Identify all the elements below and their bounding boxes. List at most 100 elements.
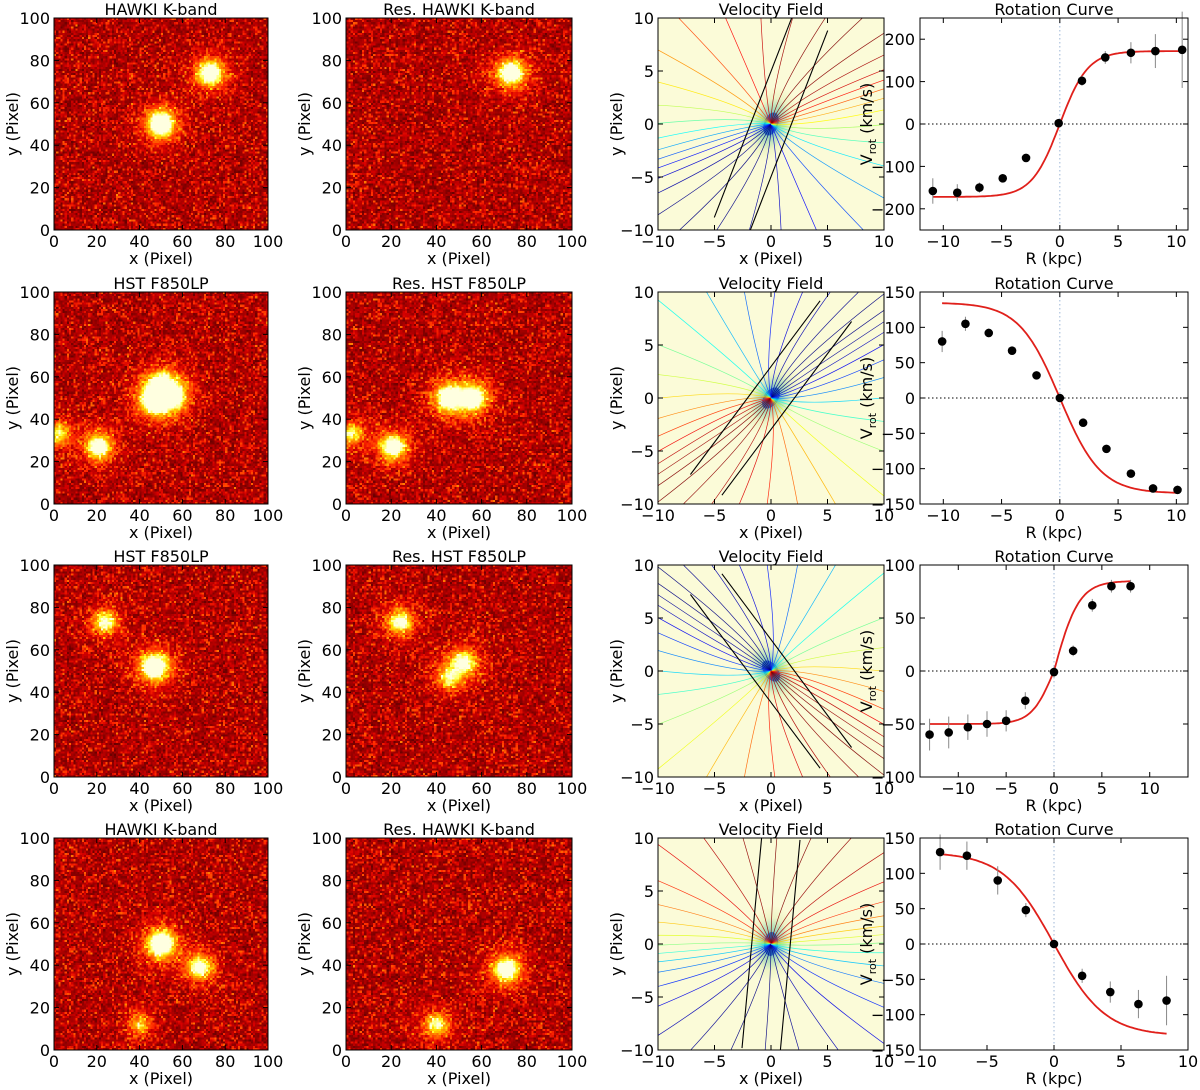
data-point — [1049, 939, 1059, 949]
x-tick-label: 0 — [1049, 779, 1059, 798]
y-tick-label: −50 — [881, 715, 915, 734]
y-tick-label: 5 — [644, 336, 654, 355]
iso-velocity-contour — [770, 881, 884, 945]
iso-velocity-contour — [658, 632, 772, 672]
x-tick-label: 0 — [766, 232, 776, 251]
x-tick-label: 10 — [874, 506, 894, 525]
iso-velocity-contour — [768, 670, 776, 777]
iso-velocity-contour — [658, 670, 772, 770]
x-tick-label: 0 — [49, 232, 59, 251]
x-tick-label: −10 — [641, 1052, 675, 1071]
iso-velocity-contour — [658, 566, 772, 672]
iso-velocity-contour — [770, 943, 800, 1050]
x-tick-label: 80 — [517, 1052, 537, 1071]
y-tick-label: 50 — [895, 609, 915, 628]
y-axis-label: Vrot (km/s) — [857, 903, 879, 985]
iso-velocity-contour — [770, 331, 884, 399]
iso-velocity-contour — [770, 943, 884, 1044]
y-axis-label: y (Pixel) — [295, 912, 314, 976]
axes-frame — [345, 17, 573, 231]
iso-velocity-contour — [658, 123, 772, 216]
y-axis-label: y (Pixel) — [295, 639, 314, 703]
y-tick-label: −10 — [620, 1041, 654, 1060]
x-tick-label: 80 — [215, 779, 235, 798]
iso-velocity-contour — [658, 582, 772, 672]
data-point — [1049, 667, 1059, 677]
iso-velocity-contour — [770, 838, 812, 945]
iso-velocity-contour — [770, 670, 884, 760]
y-tick-label: 80 — [322, 51, 342, 70]
x-tick-label: 10 — [874, 1052, 894, 1071]
panel-2-velocity: −10 −5 0 5 10 −10 −5 0 5 10 — [620, 9, 894, 251]
iso-velocity-contour — [678, 18, 772, 125]
x-tick-label: 0 — [1055, 506, 1065, 525]
x-tick-label: 60 — [471, 232, 491, 251]
y-tick-label: −50 — [881, 970, 915, 989]
x-tick-label: −5 — [703, 1052, 727, 1071]
panel-title: HAWKI K-band — [104, 820, 217, 839]
y-tick-label: 10 — [634, 283, 654, 302]
x-axis-label: x (Pixel) — [739, 523, 803, 542]
x-tick-label: −5 — [975, 1052, 999, 1071]
x-tick-label: 60 — [471, 506, 491, 525]
data-point — [1055, 393, 1065, 403]
x-axis-label: x (Pixel) — [129, 1069, 193, 1088]
y-tick-label: 100 — [19, 556, 50, 575]
y-tick-label: 50 — [895, 900, 915, 919]
iso-velocity-contour — [770, 359, 884, 399]
panel-title: HAWKI K-band — [104, 0, 217, 19]
x-tick-label: 0 — [766, 779, 776, 798]
y-tick-label: 5 — [644, 609, 654, 628]
iso-velocity-contour — [658, 670, 772, 695]
iso-velocity-contour — [770, 397, 884, 452]
y-tick-label: 20 — [322, 179, 342, 198]
data-point — [1126, 469, 1136, 478]
y-axis-label-sub: rot — [866, 685, 879, 701]
y-tick-label: −100 — [871, 1006, 915, 1025]
x-tick-label: −5 — [990, 232, 1014, 251]
x-tick-label: 20 — [87, 779, 107, 798]
iso-velocity-contour — [770, 670, 884, 725]
y-tick-label: 0 — [332, 221, 342, 240]
y-tick-label: 5 — [644, 62, 654, 81]
x-tick-label: 10 — [1178, 1052, 1198, 1071]
data-point — [962, 851, 972, 860]
iso-velocity-contour — [658, 123, 772, 194]
panel-1-image: 0 20 40 60 80 100 0 20 40 60 80 100 — [311, 9, 587, 251]
data-point — [1173, 485, 1182, 495]
iso-velocity-contour — [658, 844, 772, 945]
iso-velocity-contour — [770, 123, 884, 129]
y-axis-label-unit: (km/s) — [857, 630, 876, 686]
panel-3-rotation: −10 −5 0 5 10 −200 −100 0 100 200 — [871, 11, 1189, 251]
x-tick-label: −10 — [641, 506, 675, 525]
y-tick-label: 40 — [322, 410, 342, 429]
y-tick-label: 0 — [905, 935, 915, 954]
iso-velocity-contour — [770, 97, 884, 125]
iso-velocity-contour — [770, 670, 884, 710]
x-tick-label: −10 — [641, 232, 675, 251]
y-tick-label: 20 — [30, 453, 50, 472]
iso-velocity-contour — [716, 123, 772, 230]
y-tick-label: 80 — [30, 51, 50, 70]
y-tick-label: 10 — [634, 9, 654, 28]
y-tick-label: 40 — [322, 683, 342, 702]
x-tick-label: 5 — [1113, 232, 1123, 251]
iso-velocity-contour — [658, 49, 772, 125]
iso-velocity-contour — [770, 943, 884, 1008]
x-tick-label: 80 — [517, 506, 537, 525]
x-tick-label: −5 — [703, 232, 727, 251]
y-tick-label: 100 — [19, 9, 50, 28]
iso-velocity-contour — [760, 18, 772, 125]
x-tick-label: 60 — [471, 779, 491, 798]
iso-velocity-contour — [770, 565, 798, 672]
panel-title: Res. HAWKI K-band — [383, 820, 535, 839]
y-tick-label: 100 — [884, 864, 915, 883]
data-point — [1100, 53, 1110, 62]
y-tick-label: 0 — [644, 115, 654, 134]
iso-velocity-contour — [658, 123, 772, 151]
x-tick-label: 0 — [341, 232, 351, 251]
x-tick-label: 100 — [253, 232, 284, 251]
y-tick-label: 80 — [30, 325, 50, 344]
iso-velocity-contour — [658, 393, 772, 399]
y-tick-label: 10 — [634, 829, 654, 848]
